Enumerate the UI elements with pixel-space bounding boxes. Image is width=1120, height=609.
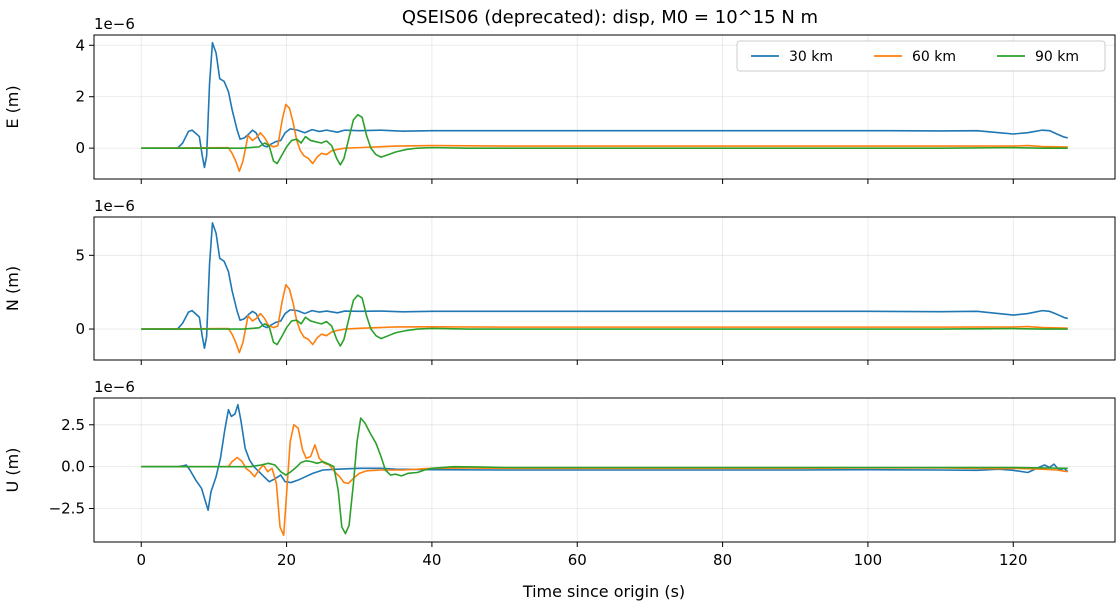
axes-frame <box>93 34 1116 180</box>
series-line-90-km <box>141 113 1068 166</box>
y-tick-label: 2 <box>75 88 85 106</box>
series-line-30-km <box>141 403 1069 511</box>
legend-entry: 90 km <box>1035 49 1079 65</box>
y-tick-label: 0 <box>75 320 85 338</box>
x-tick-label: 60 <box>568 551 587 569</box>
x-tick-label: 20 <box>277 551 296 569</box>
panels: 0 2 4 E (m) 1e−6 30 km 60 km 90 km 0 5 N (m) 1e−6 0 2… <box>3 15 1116 569</box>
axes-frame <box>93 216 1116 361</box>
y-axis-label: N (m) <box>3 266 22 311</box>
x-tick-label: 120 <box>999 551 1028 569</box>
series-line-60-km <box>141 284 1068 354</box>
panel-2: 0 5 N (m) 1e−6 <box>3 197 1116 365</box>
x-axis-label: Time since origin (s) <box>522 582 685 601</box>
x-tick-label: 80 <box>713 551 732 569</box>
series-line-60-km <box>141 423 1068 537</box>
legend-entry: 30 km <box>789 49 833 65</box>
series-line-60-km <box>141 103 1068 173</box>
y-offset-text: 1e−6 <box>94 378 135 396</box>
legend-box <box>736 40 1106 72</box>
y-offset-text: 1e−6 <box>94 197 135 215</box>
chart-title: QSEIS06 (deprecated): disp, M0 = 10^15 N… <box>402 7 818 28</box>
y-axis-label: E (m) <box>3 85 22 128</box>
y-tick-label: 5 <box>75 246 85 264</box>
series-line-30-km <box>141 41 1068 169</box>
x-tick-label: 100 <box>854 551 883 569</box>
y-axis-label: U (m) <box>3 448 22 493</box>
y-tick-label: 0 <box>75 139 85 157</box>
series-line-90-km <box>141 294 1068 347</box>
series-line-30-km <box>141 222 1068 350</box>
legend-entry: 60 km <box>912 49 956 65</box>
y-tick-label: 0.0 <box>61 458 85 476</box>
y-tick-label: 2.5 <box>61 416 85 434</box>
x-tick-label: 0 <box>136 551 146 569</box>
y-offset-text: 1e−6 <box>94 15 135 33</box>
panel-3: 0 20 40 60 80 100 120 −2.5 0.0 2.5 U (m) 1e−6 <box>3 378 1116 569</box>
series-line-90-km <box>141 417 1068 535</box>
y-tick-label: −2.5 <box>49 500 85 518</box>
legend: 30 km 60 km 90 km <box>736 40 1106 72</box>
y-tick-label: 4 <box>75 36 85 54</box>
x-tick-label: 40 <box>422 551 441 569</box>
axes-frame <box>93 397 1116 543</box>
panel-1: 0 2 4 E (m) 1e−6 30 km 60 km 90 km <box>3 15 1116 184</box>
